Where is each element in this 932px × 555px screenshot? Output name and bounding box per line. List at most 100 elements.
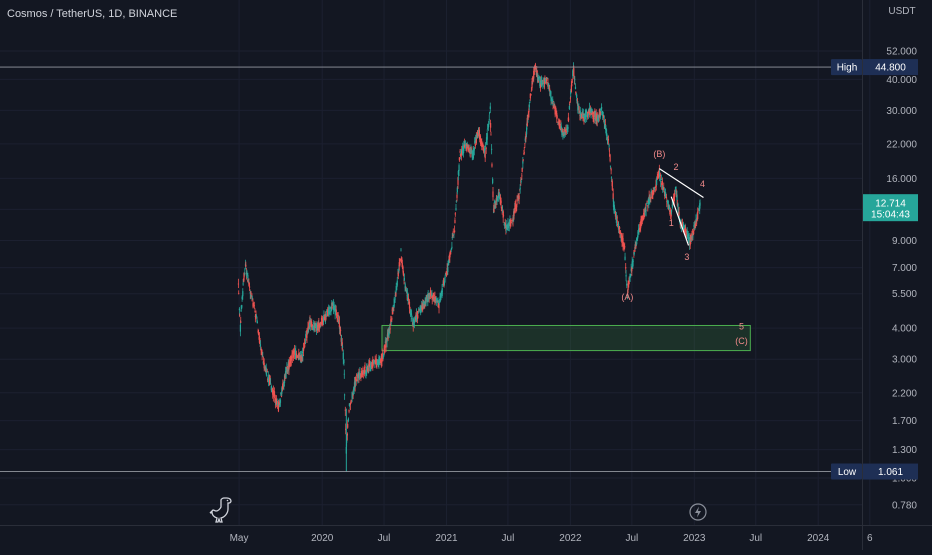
high-value: 44.800 [875, 63, 906, 74]
candle-body [294, 352, 296, 354]
candle-body [516, 199, 518, 202]
candle-body [579, 110, 581, 115]
wave-label: (B) [653, 149, 665, 159]
candle-body [242, 283, 244, 285]
candle-body [650, 196, 652, 200]
candle-body [603, 119, 605, 124]
candle-body [534, 64, 537, 68]
candle-body [600, 112, 602, 115]
candle-body [575, 91, 577, 94]
candle-body [482, 143, 484, 146]
candle-body [382, 356, 384, 358]
candle-body [239, 315, 241, 317]
candle-body [677, 203, 679, 209]
candle-body [647, 205, 649, 207]
candle-body [493, 202, 495, 204]
last-price-box [863, 194, 918, 222]
low-label: Low [838, 467, 857, 478]
candle-body [347, 418, 349, 421]
candle-body [536, 70, 538, 73]
candle-body [399, 263, 401, 265]
candle-body [665, 194, 667, 198]
candle-body [584, 115, 586, 119]
candle-body [571, 83, 573, 87]
candle-body [442, 281, 445, 285]
candle-body [490, 123, 492, 128]
candle-body [517, 195, 519, 197]
candle-body [282, 382, 284, 390]
candle-body [636, 239, 638, 240]
candle-body [357, 373, 359, 379]
grid-lines [0, 0, 871, 525]
candle-body [304, 343, 306, 344]
candle-body [371, 361, 373, 365]
candle-body [523, 151, 525, 154]
candle-body [699, 202, 701, 206]
candle-body [683, 229, 686, 233]
lightning-icon[interactable] [689, 503, 707, 521]
candle-body [372, 363, 374, 366]
y-tick-label: 30.000 [886, 106, 917, 117]
candle-body [374, 359, 376, 363]
candle-body [549, 88, 551, 92]
candle-body [546, 77, 548, 82]
candle-body [422, 301, 424, 304]
candle-body [631, 261, 633, 264]
candle-body [344, 394, 346, 396]
candle-body [301, 351, 304, 354]
candle-body [587, 111, 589, 118]
candle-body [519, 187, 521, 190]
candle-body [624, 256, 626, 260]
candle-body [373, 360, 375, 362]
candle-body [510, 220, 512, 223]
candle-body [359, 371, 361, 379]
candle-body [436, 301, 438, 302]
candle-body [535, 68, 537, 70]
candle-body [263, 362, 265, 369]
candle-body [590, 108, 592, 114]
candle-body [616, 217, 618, 219]
candle-body [652, 190, 654, 195]
candle-body [388, 331, 390, 336]
candle-body [697, 211, 699, 219]
candle-body [653, 191, 655, 193]
candle-body [258, 335, 261, 343]
candle-body [453, 234, 455, 235]
candle-body [646, 200, 648, 202]
candle-body [377, 363, 379, 365]
candle-body [446, 267, 448, 275]
candle-body [431, 297, 433, 299]
candle-body [506, 224, 508, 229]
candle-body [591, 112, 593, 115]
candle-body [608, 150, 611, 152]
y-tick-label: 40.000 [886, 75, 917, 86]
candle-body [617, 223, 620, 229]
candle-body [667, 201, 669, 205]
candle-body [615, 216, 618, 223]
candle-body [520, 181, 522, 183]
candle-body [557, 123, 559, 124]
candle-body [664, 194, 666, 196]
candle-body [288, 361, 290, 366]
candle-body [668, 207, 670, 210]
high-label: High [837, 63, 858, 74]
candle-body [628, 277, 630, 285]
dinosaur-logo-icon[interactable] [209, 496, 235, 524]
candle-body [492, 191, 494, 198]
candle-body [248, 286, 251, 288]
candle-body [473, 147, 475, 154]
candle-body [237, 283, 239, 285]
candle-body [405, 290, 408, 293]
candle-body [267, 380, 270, 383]
candle-body [319, 327, 321, 329]
candle-body [564, 129, 566, 132]
candle-body [619, 227, 621, 230]
candle-body [574, 86, 577, 90]
candle-body [549, 91, 551, 95]
candle-body [384, 345, 386, 348]
candle-body [393, 298, 395, 307]
candle-body [302, 355, 304, 357]
candle-body [238, 293, 240, 294]
